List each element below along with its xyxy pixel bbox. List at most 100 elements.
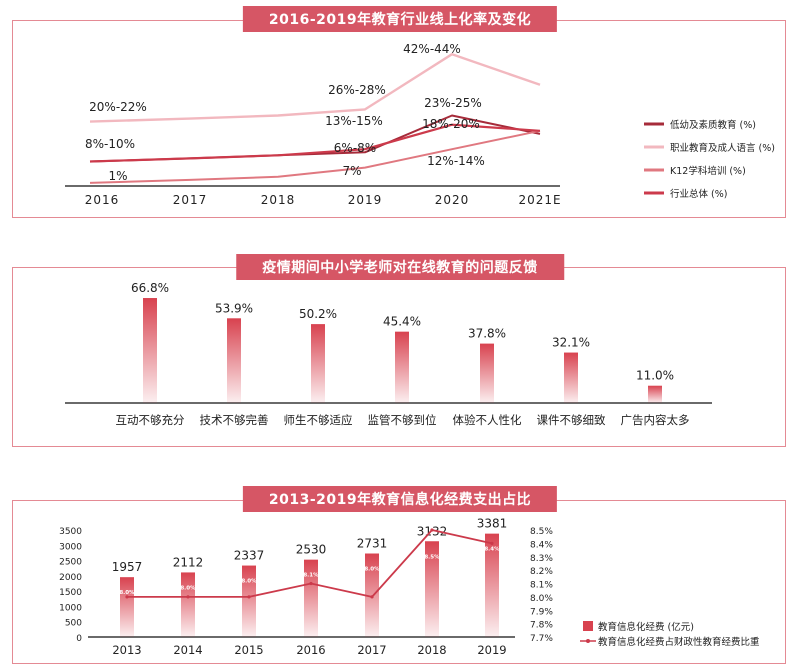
chart1-annotation-8: 23%-25% [424,96,482,110]
chart1-annotation-2: 1% [108,169,127,183]
chart3-value-label-6: 3381 [477,517,508,531]
chart3-left-tick-2000: 2000 [59,573,82,583]
chart3-pct-label-2: 8.0% [241,579,257,585]
chart1-annotation-10: 12%-14% [427,154,485,168]
chart1-legend-label-1: 职业教育及成人语言 (%) [670,142,775,154]
chart3-pct-label-0: 8.0% [119,590,135,596]
chart1-x-tick-2016: 2016 [85,193,120,207]
chart3-legend-label-line: 教育信息化经费占财政性教育经费比重 [598,636,760,648]
chart2-value-label-2: 50.2% [299,307,337,321]
chart1-annotation-5: 6%-8% [334,141,376,155]
chart3-left-tick-1000: 1000 [59,603,82,613]
chart3-right-tick-3: 8.2% [530,567,553,577]
chart3-pct-label-3: 8.1% [303,573,319,579]
chart3-title: 2013-2019年教育信息化经费支出占比 [242,486,558,512]
chart3-legend-swatch-bar [583,621,593,631]
chart3-value-label-0: 1957 [112,560,143,574]
chart2-bar-5 [564,352,578,403]
chart2-x-tick-2: 师生不够适应 [284,413,353,427]
chart3-pct-label-1: 8.0% [180,585,196,591]
chart3-bar-4 [365,553,379,637]
chart3-bar-0 [120,577,134,637]
chart2-x-tick-4: 体验不人性化 [453,413,522,427]
chart1-x-tick-2018: 2018 [261,193,296,207]
chart3-left-tick-500: 500 [65,619,82,629]
chart1-x-tick-2019: 2019 [348,193,383,207]
chart3-bar-2 [242,565,256,637]
chart2-bar-0 [143,298,157,403]
chart1-series-line-2 [89,129,541,184]
chart1-legend-label-3: 行业总体 (%) [670,188,727,200]
chart3-left-tick-2500: 2500 [59,558,82,568]
chart3-x-tick-2016: 2016 [296,643,325,657]
chart3-value-label-1: 2112 [173,555,204,569]
chart1-legend-label-0: 低幼及素质教育 (%) [670,119,756,131]
chart3-ratio-point-6 [490,541,494,545]
chart3-ratio-point-0 [125,595,129,599]
chart2-x-tick-5: 课件不够细致 [537,413,606,427]
chart3-right-tick-5: 8.0% [530,594,553,604]
chart2-value-label-6: 11.0% [636,369,674,383]
chart1-annotation-1: 8%-10% [85,137,135,151]
chart3-x-tick-2019: 2019 [477,643,506,657]
chart2-bar-1 [227,318,241,403]
chart2-bar-2 [311,324,325,403]
chart2-x-tick-3: 监管不够到位 [368,413,437,427]
chart3-legend-swatch-dot [586,639,590,643]
chart3-x-tick-2014: 2014 [173,643,202,657]
chart3-x-tick-2018: 2018 [417,643,446,657]
chart3-x-tick-2017: 2017 [357,643,386,657]
chart2-x-tick-1: 技术不够完善 [200,413,269,427]
chart3-left-tick-1500: 1500 [59,588,82,598]
chart3-left-tick-3500: 3500 [59,527,82,537]
chart3-right-tick-6: 7.9% [530,607,553,617]
chart3-ratio-point-3 [309,581,313,586]
chart1-legend-label-2: K12学科培训 (%) [670,165,746,177]
chart2-value-label-0: 66.8% [131,281,169,295]
chart3-x-tick-2015: 2015 [234,643,263,657]
chart1-series-line-1 [89,53,541,123]
chart3-left-tick-3000: 3000 [59,542,82,552]
chart3-bar-5 [425,541,439,637]
chart3-right-tick-1: 8.4% [530,540,553,550]
chart1-annotation-6: 7% [342,164,361,178]
chart1-annotation-3: 26%-28% [328,83,386,97]
chart1-annotation-7: 42%-44% [403,42,461,56]
chart2-x-tick-6: 广告内容太多 [621,413,690,427]
chart2-value-label-3: 45.4% [383,315,421,329]
chart1-annotation-4: 13%-15% [325,114,383,128]
chart3-x-tick-2013: 2013 [112,643,141,657]
chart3-right-tick-4: 8.1% [530,581,553,591]
chart3-legend-label-bar: 教育信息化经费 (亿元) [598,621,694,633]
chart3-ratio-point-1 [186,595,190,599]
chart3-pct-label-6: 8.4% [484,547,500,553]
chart2-value-label-1: 53.9% [215,301,253,315]
chart3-bar-6 [485,533,499,637]
chart1-series-line-3 [89,123,541,163]
chart3-ratio-point-2 [247,595,251,599]
chart3-bar-3 [304,559,318,637]
chart1-x-tick-2017: 2017 [173,193,208,207]
chart2-x-tick-0: 互动不够充分 [116,413,185,427]
chart2-bar-4 [480,343,494,403]
chart1-title: 2016-2019年教育行业线上化率及变化 [242,6,558,32]
chart1-x-tick-2020: 2020 [435,193,470,207]
chart2-value-label-5: 32.1% [552,336,590,350]
chart3-ratio-point-4 [370,595,374,599]
chart2-bar-6 [648,385,662,403]
chart3-bar-1 [181,572,195,637]
chart3-right-tick-0: 8.5% [530,527,553,537]
chart2-title: 疫情期间中小学老师对在线教育的问题反馈 [236,254,564,280]
chart2-bar-3 [395,331,409,403]
chart3-left-tick-0: 0 [76,634,82,644]
chart3-right-tick-8: 7.7% [530,634,553,644]
chart2-value-label-4: 37.8% [468,327,506,341]
chart3-right-tick-2: 8.3% [530,554,553,564]
chart3-value-label-3: 2530 [296,543,327,557]
chart1-x-tick-2021E: 2021E [518,193,561,207]
chart3-pct-label-4: 8.0% [364,567,380,573]
chart1-annotation-9: 18%-20% [422,117,480,131]
chart3-value-label-2: 2337 [234,549,265,563]
chart3-pct-label-5: 8.5% [424,554,440,560]
